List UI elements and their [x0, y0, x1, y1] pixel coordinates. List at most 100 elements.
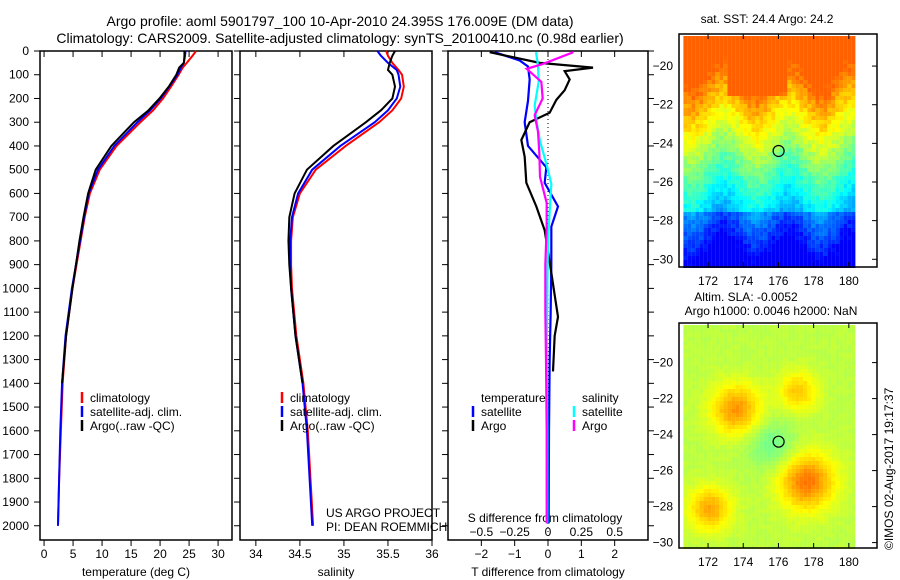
map-cell	[819, 164, 824, 168]
map-cell	[711, 180, 716, 184]
map-cell	[795, 493, 800, 497]
map-cell	[779, 212, 784, 216]
map-cell	[843, 409, 848, 413]
map-cell	[751, 537, 756, 541]
map-cell	[803, 341, 808, 345]
x-tick-label: 0	[545, 547, 552, 561]
map-cell	[739, 365, 744, 369]
map-cell	[791, 417, 796, 421]
map-cell	[831, 477, 836, 481]
map-cell	[743, 421, 748, 425]
map-cell	[783, 537, 788, 541]
map-cell	[799, 116, 804, 120]
map-cell	[719, 461, 724, 465]
map-cell	[763, 64, 768, 68]
map-cell	[835, 369, 840, 373]
map-cell	[803, 172, 808, 176]
map-cell	[703, 393, 708, 397]
map-cell	[731, 461, 736, 465]
map-cell	[691, 116, 696, 120]
map-cell	[699, 252, 704, 256]
map-cell	[691, 240, 696, 244]
map-cell	[827, 533, 832, 537]
map-cell	[815, 236, 820, 240]
map-cell	[771, 353, 776, 357]
map-cell	[767, 533, 772, 537]
map-cell	[759, 112, 764, 116]
map-cell	[727, 397, 732, 401]
map-cell	[719, 160, 724, 164]
map-cell	[739, 445, 744, 449]
map-cell	[695, 389, 700, 393]
map-cell	[819, 481, 824, 485]
map-cell	[791, 212, 796, 216]
map-cell	[807, 52, 812, 56]
map-cell	[715, 244, 720, 248]
map-cell	[799, 421, 804, 425]
map-cell	[835, 248, 840, 252]
series-climatology	[56, 50, 197, 526]
map-cell	[819, 260, 824, 264]
map-cell	[707, 208, 712, 212]
map-cell	[839, 112, 844, 116]
map-cell	[719, 329, 724, 333]
map-cell	[767, 196, 772, 200]
map-cell	[783, 341, 788, 345]
map-cell	[695, 260, 700, 264]
map-cell	[815, 44, 820, 48]
map-cell	[819, 72, 824, 76]
map-cell	[795, 393, 800, 397]
map-cell	[747, 485, 752, 489]
map-cell	[759, 365, 764, 369]
map-cell	[819, 144, 824, 148]
map-cell	[703, 449, 708, 453]
map-cell	[771, 505, 776, 509]
map-cell	[691, 88, 696, 92]
map-cell	[839, 377, 844, 381]
map-cell	[783, 124, 788, 128]
map-cell	[735, 148, 740, 152]
map-cell	[747, 517, 752, 521]
map-cell	[767, 349, 772, 353]
map-cell	[751, 545, 756, 549]
map-cell	[771, 164, 776, 168]
map-cell	[731, 389, 736, 393]
map-cell	[695, 196, 700, 200]
map-cell	[851, 184, 856, 188]
map-cell	[739, 180, 744, 184]
map-cell	[807, 529, 812, 533]
legend-label: climatology	[90, 391, 150, 405]
map-cell	[723, 545, 728, 549]
map-cell	[695, 345, 700, 349]
map-cell	[763, 224, 768, 228]
map-cell	[699, 212, 704, 216]
map-cell	[739, 501, 744, 505]
map-cell	[739, 513, 744, 517]
map-cell	[711, 248, 716, 252]
map-cell	[683, 136, 688, 140]
map-cell	[827, 60, 832, 64]
map-cell	[715, 84, 720, 88]
map-cell	[751, 501, 756, 505]
map-cell	[687, 457, 692, 461]
map-cell	[707, 537, 712, 541]
map-cell	[819, 140, 824, 144]
map-cell	[767, 236, 772, 240]
map-cell	[763, 144, 768, 148]
map-cell	[775, 373, 780, 377]
map-cell	[791, 68, 796, 72]
map-cell	[695, 140, 700, 144]
map-cell	[711, 100, 716, 104]
map-cell	[827, 493, 832, 497]
map-cell	[703, 128, 708, 132]
map-cell	[727, 216, 732, 220]
map-cell	[851, 56, 856, 60]
map-cell	[779, 248, 784, 252]
map-cell	[827, 208, 832, 212]
map-cell	[803, 48, 808, 52]
map-cell	[803, 349, 808, 353]
map-cell	[767, 88, 772, 92]
map-cell	[687, 176, 692, 180]
y-tick-label: 800	[9, 234, 29, 248]
map-cell	[759, 433, 764, 437]
